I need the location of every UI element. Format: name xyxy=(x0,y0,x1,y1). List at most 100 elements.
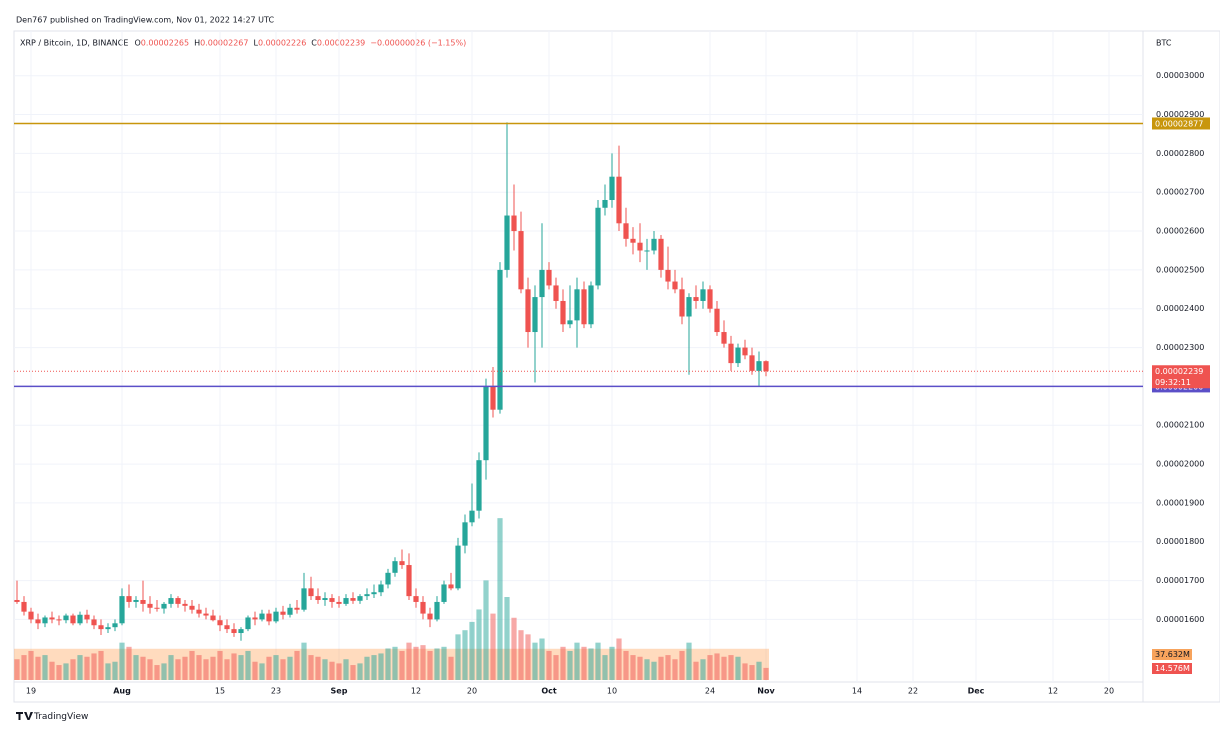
legend-value: 0.00002265 xyxy=(141,39,189,48)
volume-bar xyxy=(77,655,83,680)
candle-body xyxy=(504,215,510,270)
y-tick-label: 0.00002300 xyxy=(1156,343,1204,352)
candle-body xyxy=(462,522,468,546)
candle-body xyxy=(343,598,349,604)
candle-body xyxy=(616,176,622,224)
candle-body xyxy=(49,617,55,620)
volume-bar xyxy=(749,665,755,680)
candle-body xyxy=(126,596,132,602)
candle-body xyxy=(700,289,706,301)
candle-body xyxy=(420,601,426,614)
candle-body xyxy=(112,623,118,628)
x-tick-label: 14 xyxy=(852,687,862,696)
currency: BTC xyxy=(1156,39,1172,48)
volume-bar xyxy=(217,650,223,680)
volume-bar xyxy=(644,659,650,680)
volume-bar xyxy=(546,650,552,680)
legend-change: −0.00000026 (−1.15%) xyxy=(370,39,466,48)
candle-body xyxy=(210,615,216,621)
candle-body xyxy=(497,269,503,410)
candle-body xyxy=(224,625,230,630)
volume-bar xyxy=(49,661,55,680)
candle-body xyxy=(581,289,587,325)
volume-bar xyxy=(392,646,398,680)
candle-body xyxy=(609,176,615,200)
candle-body xyxy=(448,584,454,589)
candle-body xyxy=(525,289,531,333)
candle-body xyxy=(490,386,496,410)
volume-bar xyxy=(378,653,384,680)
candle-body xyxy=(602,199,608,208)
candle-body xyxy=(189,605,195,610)
volume-bar xyxy=(28,650,34,680)
candle-body xyxy=(217,620,223,626)
volume-bar xyxy=(707,655,713,680)
volume-bar xyxy=(14,659,20,680)
volume-bar xyxy=(448,656,454,680)
volume-bar xyxy=(112,661,118,680)
volume-bar xyxy=(315,656,321,680)
candle-body xyxy=(532,297,538,333)
x-tick-label: Nov xyxy=(757,687,775,696)
candle-body xyxy=(630,238,636,243)
candle-body xyxy=(273,611,279,622)
x-tick-label: Sep xyxy=(331,687,348,696)
candle-body xyxy=(28,611,34,620)
candle-body xyxy=(231,629,237,634)
x-tick-label: 15 xyxy=(215,687,225,696)
candle-body xyxy=(105,627,111,630)
candle-body xyxy=(140,599,146,604)
volume-bar xyxy=(651,661,657,680)
volume-bar xyxy=(728,655,734,680)
volume-bar xyxy=(56,665,62,680)
volume-bar xyxy=(441,646,447,680)
volume-bar xyxy=(427,650,433,680)
y-tick-label: 0.00002900 xyxy=(1156,110,1204,119)
volume-last-label: 14.576M xyxy=(1155,664,1190,673)
volume-bar xyxy=(35,656,41,680)
volume-bar xyxy=(259,663,265,680)
y-tick-label: 0.00001600 xyxy=(1156,615,1204,624)
volume-bar xyxy=(371,655,377,680)
volume-bar xyxy=(735,656,741,680)
volume-bar xyxy=(63,663,69,680)
volume-bar xyxy=(588,648,594,680)
candle-body xyxy=(245,617,251,630)
candle-body xyxy=(434,601,440,620)
candle-body xyxy=(455,545,461,589)
candle-body xyxy=(70,615,76,624)
candle-body xyxy=(469,510,475,523)
volume-bar xyxy=(343,659,349,680)
candle-body xyxy=(182,603,188,606)
volume-bar xyxy=(553,655,559,680)
volume-bar xyxy=(245,650,251,680)
candle-body xyxy=(595,207,601,286)
y-tick-label: 0.00002700 xyxy=(1156,188,1204,197)
candle-body xyxy=(714,308,720,333)
brand: TradingView xyxy=(33,712,88,722)
legend-value: 0.00002267 xyxy=(200,39,248,48)
volume-bar xyxy=(525,634,531,680)
y-tick-label: 0.00001800 xyxy=(1156,537,1204,546)
x-tick-label: 24 xyxy=(705,687,715,696)
volume-bar xyxy=(70,659,76,680)
candle-body xyxy=(392,561,398,573)
candle-body xyxy=(315,596,321,600)
candle-body xyxy=(350,598,356,601)
candle-body xyxy=(483,386,489,461)
volume-bar xyxy=(658,656,664,680)
x-tick-label: 20 xyxy=(1104,687,1114,696)
symbol: XRP / Bitcoin, 1D, BINANCE xyxy=(20,39,128,48)
y-tick-label: 0.00002600 xyxy=(1156,227,1204,236)
volume-ma-label: 37.632M xyxy=(1155,650,1190,659)
volume-bar xyxy=(700,659,706,680)
volume-last-tag xyxy=(1152,663,1192,674)
volume-bar xyxy=(756,661,762,680)
candle-body xyxy=(266,613,272,622)
countdown: 09:32:11 xyxy=(1155,378,1191,387)
volume-bar xyxy=(203,659,209,680)
candle-body xyxy=(574,289,580,321)
candle-body xyxy=(476,460,482,511)
volume-bar xyxy=(595,642,601,680)
